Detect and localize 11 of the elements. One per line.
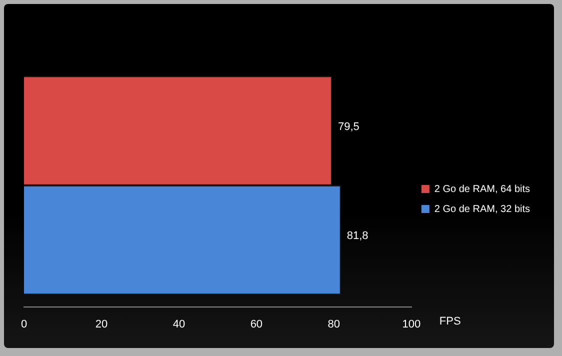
data-label: 81,8	[346, 230, 368, 242]
x-axis-title: FPS	[439, 315, 461, 328]
x-tick-label: 20	[95, 318, 108, 330]
x-tick-label: 100	[402, 318, 421, 330]
legend-label: 2 Go de RAM, 64 bits	[434, 184, 530, 195]
x-tick-label: 80	[328, 318, 340, 330]
legend-label: 2 Go de RAM, 32 bits	[434, 204, 530, 215]
x-tick-label: 40	[172, 318, 186, 330]
data-label: 79,5	[338, 120, 360, 133]
x-tick-label: 60	[250, 318, 263, 330]
x-tick-label: 0	[20, 318, 28, 330]
